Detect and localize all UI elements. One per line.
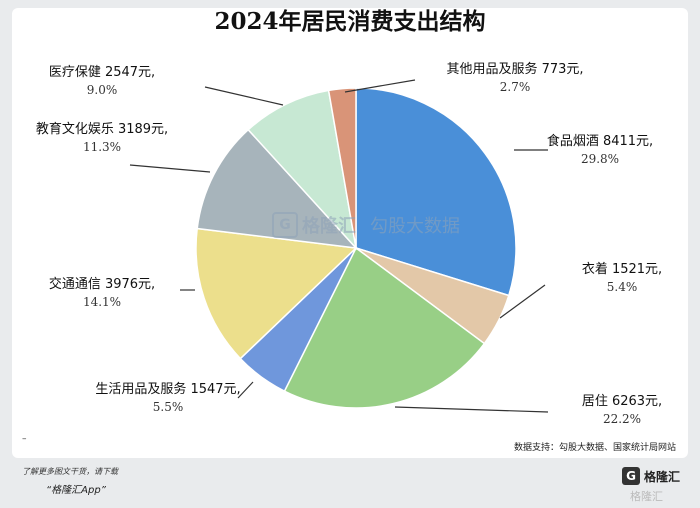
leader-line-7 xyxy=(344,79,416,93)
footer-line2: “格隆汇App” xyxy=(46,485,106,496)
leader-line-3 xyxy=(237,381,254,399)
pie-slice-5 xyxy=(196,128,358,249)
slice-label-2: 居住 6263元, xyxy=(582,394,662,409)
footer-dash: – xyxy=(22,434,27,444)
slice-label-0: 食品烟酒 8411元, xyxy=(547,133,653,149)
slice-percent-2: 22.2% xyxy=(603,412,641,426)
leader-line-6 xyxy=(204,86,284,106)
slice-label-4: 交通通信 3976元, xyxy=(49,276,155,292)
leader-line-5 xyxy=(129,164,211,173)
slice-label-6: 医疗保健 2547元, xyxy=(49,65,155,80)
bottom-watermark: 格隆汇 xyxy=(630,490,663,503)
logo-icon: G xyxy=(622,467,640,485)
footer-line1: 了解更多图文干货，请下载 xyxy=(22,467,118,476)
watermark-partner: 勾股大数据 xyxy=(370,216,460,237)
slice-label-1: 衣着 1521元, xyxy=(582,261,662,277)
slice-percent-4: 14.1% xyxy=(83,295,121,309)
slice-percent-7: 2.7% xyxy=(500,80,531,94)
slice-label-5: 教育文化娱乐 3189元, xyxy=(36,121,168,137)
logo-text: 格隆汇 xyxy=(644,469,681,484)
leader-line-1 xyxy=(499,284,546,319)
slice-percent-6: 9.0% xyxy=(87,83,118,97)
chart-title: 2024年居民消费支出结构 xyxy=(214,8,486,35)
pie-slice-4 xyxy=(195,227,358,360)
watermark-brand: 格隆汇 xyxy=(302,216,356,237)
slice-label-7: 其他用品及服务 773元, xyxy=(446,61,583,77)
slice-percent-0: 29.8% xyxy=(581,152,619,166)
center-watermark: G 格隆汇 勾股大数据 xyxy=(272,212,460,238)
slice-label-3: 生活用品及服务 1547元, xyxy=(95,381,240,397)
footer-logo: G 格隆汇 xyxy=(622,466,688,486)
brand-logo-icon: G xyxy=(272,212,298,238)
pie-slice-0 xyxy=(355,87,517,297)
pie-slice-2 xyxy=(283,246,486,409)
data-source: 数据支持：勾股大数据、国家统计局网站 xyxy=(513,443,676,453)
slice-percent-5: 11.3% xyxy=(83,140,121,154)
slice-percent-1: 5.4% xyxy=(607,280,638,294)
slice-percent-3: 5.5% xyxy=(153,400,184,414)
pie-slice-6 xyxy=(247,89,358,251)
leader-line-2 xyxy=(394,406,549,413)
pie-slice-7 xyxy=(327,87,357,249)
